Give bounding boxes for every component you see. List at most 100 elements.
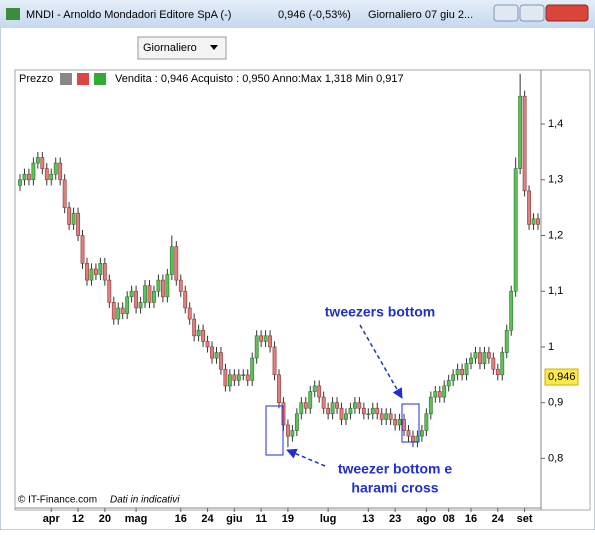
info-text: Vendita : 0,946 Acquisto : 0,950 Anno:Ma…: [115, 73, 404, 85]
candle-body: [80, 235, 85, 264]
candle-body: [98, 263, 103, 275]
x-tick-label: 11: [255, 513, 267, 525]
tool-icon[interactable]: [60, 73, 72, 85]
candle-body: [478, 352, 482, 364]
close-button[interactable]: [545, 4, 589, 22]
candle-body: [277, 374, 281, 403]
candle-body: [527, 190, 531, 225]
tool-icon[interactable]: [77, 73, 89, 85]
tool-icon[interactable]: [94, 73, 106, 85]
y-tick-label: 1,2: [548, 229, 563, 241]
candle-body: [321, 396, 326, 409]
candle-body: [397, 419, 402, 426]
candle-body: [411, 435, 415, 442]
candle-body: [486, 352, 491, 359]
candle-body: [419, 430, 424, 437]
candle-body: [500, 352, 505, 376]
candle-body: [437, 391, 442, 398]
annotation: harami cross: [351, 480, 438, 496]
candle-body: [531, 218, 536, 225]
candle-body: [107, 279, 112, 303]
candle-body: [268, 335, 272, 348]
candle-body: [120, 307, 125, 314]
candle-body: [344, 413, 348, 420]
period-dropdown[interactable]: [137, 36, 227, 60]
candle-body: [388, 413, 393, 420]
candle-body: [370, 407, 375, 415]
candle-body: [473, 352, 478, 359]
candle-body: [214, 352, 219, 359]
candle-body: [245, 374, 250, 381]
candle-body: [85, 263, 89, 281]
candle-body: [330, 402, 335, 415]
highlight-box: [401, 403, 420, 443]
x-tick-label: 12: [72, 513, 84, 525]
candle-body: [375, 407, 380, 415]
candle-body: [165, 274, 170, 298]
y-tick-label: 1: [548, 341, 554, 353]
candle-body: [361, 407, 366, 415]
candle-body: [312, 385, 317, 392]
x-tick-label: lug: [320, 513, 337, 525]
candle-body: [384, 413, 389, 420]
x-tick-label: mag: [125, 513, 148, 525]
candle-body: [460, 368, 464, 376]
candle-body: [357, 402, 362, 409]
candle-body: [513, 168, 518, 292]
candle-body: [22, 173, 27, 181]
candle-body: [504, 329, 509, 353]
candle-body: [522, 95, 527, 192]
x-tick-label: 16: [175, 513, 187, 525]
candle-body: [451, 374, 456, 381]
candle-body: [366, 413, 371, 415]
candle-body: [125, 296, 130, 314]
candle-body: [111, 302, 116, 320]
x-tick-label: 16: [465, 513, 477, 525]
last-price-label: 0,946: [548, 371, 576, 383]
candle-body: [44, 168, 49, 181]
candle-body: [259, 335, 264, 342]
candle-body: [134, 290, 139, 309]
candle-body: [49, 173, 54, 181]
candle-body: [290, 430, 295, 437]
y-tick-label: 1,3: [548, 174, 563, 186]
x-tick-label: 23: [389, 513, 401, 525]
candle-body: [143, 285, 147, 303]
highlight-box: [265, 405, 284, 456]
candle-body: [428, 396, 433, 415]
app-icon: [6, 8, 20, 20]
x-tick-label: apr: [43, 513, 61, 525]
candle-body: [299, 402, 304, 415]
candle-body: [227, 374, 232, 387]
candle-body: [339, 407, 344, 420]
candle-body: [67, 207, 72, 225]
candle-body: [71, 212, 76, 225]
arrow: [359, 324, 403, 399]
maximize-button[interactable]: [519, 4, 545, 22]
candle-body: [433, 391, 438, 398]
annotation: tweezer bottom e: [338, 461, 453, 477]
candle-body: [169, 246, 174, 275]
candle-body: [18, 179, 22, 186]
candle-body: [40, 157, 45, 169]
candle-body: [183, 290, 188, 309]
x-tick-label: 20: [99, 513, 111, 525]
candle-body: [406, 430, 411, 437]
dropdown-label: Giornaliero: [143, 42, 197, 54]
candle-body: [152, 290, 156, 303]
plot: 0,8 0,9 1 1,1 1,2 1,3 1,4 apr 12 20 mag 16 24 giu 11 19…: [18, 73, 579, 525]
candle-body: [160, 279, 165, 298]
candle-body: [89, 268, 94, 281]
y-tick-label: 0,9: [548, 397, 563, 409]
candle-body: [147, 285, 152, 303]
candle-body: [469, 357, 473, 364]
candle-body: [495, 368, 500, 376]
candle-body: [326, 407, 331, 415]
candle-body: [317, 385, 322, 398]
candle-body: [393, 419, 398, 426]
y-tick-label: 1,1: [548, 285, 563, 297]
minimize-button[interactable]: [493, 4, 519, 22]
x-tick-label: 24: [201, 513, 214, 525]
